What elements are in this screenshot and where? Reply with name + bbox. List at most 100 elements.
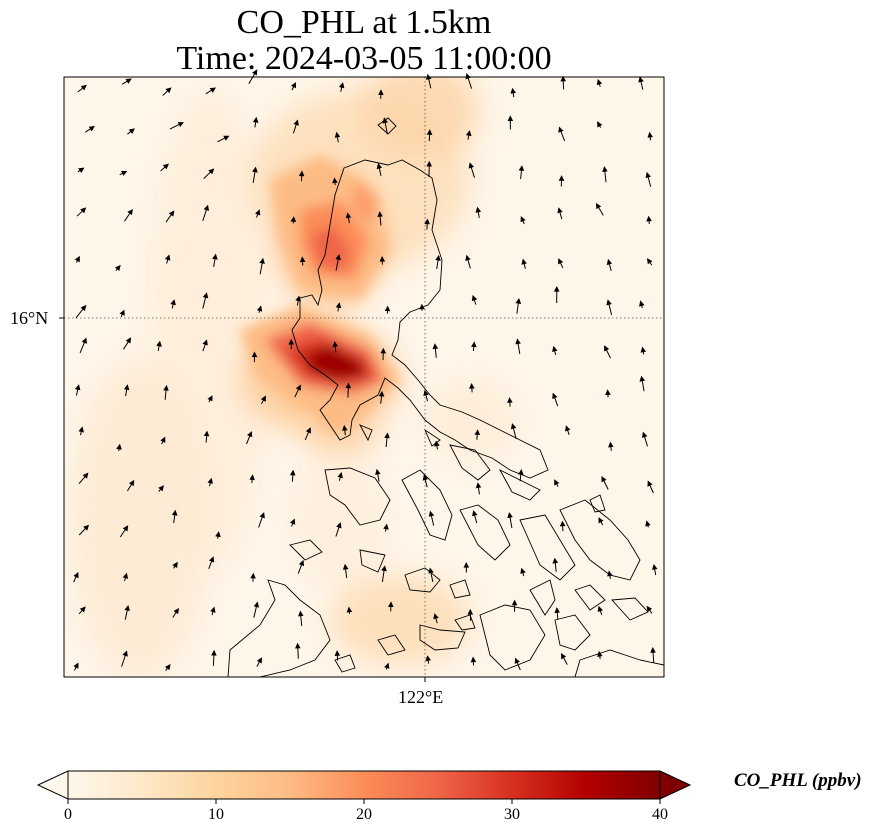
wind-vector-arrowhead (299, 256, 306, 263)
wind-vector-arrowhead (423, 389, 429, 396)
wind-vector-arrowhead (79, 606, 86, 613)
wind-vector-arrowhead (164, 664, 171, 671)
wind-vector-arrowhead (207, 477, 213, 484)
wind-vector-arrowhead (337, 472, 343, 479)
wind-vector-arrowhead (305, 427, 312, 434)
wind-vector-arrowhead (465, 130, 472, 137)
wind-vector-arrowhead (471, 294, 478, 302)
wind-vector-arrowhead (380, 347, 387, 354)
wind-vector-arrowhead (507, 397, 513, 403)
wind-vector-arrowhead (80, 304, 87, 312)
wind-vector-arrowhead (552, 392, 558, 399)
wind-vector-arrowhead (433, 613, 439, 620)
wind-vector-arrowhead (597, 650, 603, 657)
wind-vector-arrowhead (641, 431, 648, 438)
wind-vector-arrowhead (381, 565, 387, 572)
wind-vector-arrowhead (335, 254, 342, 261)
wind-vector-arrowhead (252, 69, 258, 76)
wind-vector-arrowhead (168, 210, 175, 217)
wind-vector-arrowhead (602, 166, 608, 172)
wind-vector-arrowhead (332, 177, 338, 184)
wind-vector-arrowhead (203, 204, 210, 211)
wind-vector-arrowhead (252, 116, 259, 123)
wind-vector-arrowhead (426, 160, 433, 167)
wind-vector-arrowhead (342, 563, 349, 570)
wind-vector-arrowhead (474, 429, 481, 436)
wind-vector-arrowhead (510, 423, 517, 430)
wind-vector-arrowhead (74, 384, 81, 391)
wind-vector-arrowhead (158, 485, 165, 492)
wind-vector-arrowhead (647, 131, 653, 138)
wind-vector-arrowhead (601, 475, 607, 483)
wind-vector-arrowhead (119, 309, 125, 316)
wind-vector-arrowhead (651, 563, 658, 570)
wind-vector-arrowhead (470, 656, 477, 663)
wind-vector-arrowhead (160, 436, 166, 443)
wind-vector-arrowhead (295, 384, 301, 391)
colorbar-tick-4: 40 (652, 806, 668, 823)
wind-vector-arrowhead (597, 121, 603, 128)
colorbar-tick-0: 0 (64, 806, 72, 823)
co-concentration-field (64, 77, 664, 677)
wind-vector-arrowhead (560, 75, 567, 82)
wind-vector-arrowhead (507, 115, 514, 121)
wind-vector-arrowhead (73, 571, 79, 579)
wind-vector-arrowhead (515, 338, 521, 345)
wind-vector-arrowhead (293, 119, 299, 126)
wind-vector-arrowhead (255, 209, 261, 216)
map-frame-border (63, 76, 665, 678)
wind-vector-arrowhead (384, 305, 391, 312)
wind-vector-arrowhead (646, 258, 653, 265)
wind-vector-arrowhead (334, 131, 341, 138)
wind-vector-arrowhead (247, 431, 253, 438)
wind-vector-arrowhead (80, 207, 87, 214)
wind-vector-arrowhead (645, 520, 651, 527)
wind-vector-arrowhead (607, 570, 613, 577)
chart-title-line2: Time: 2024-03-05 11:00:00 (176, 40, 552, 77)
wind-vector-arrowhead (465, 73, 471, 80)
wind-vector-arrowhead (338, 82, 345, 89)
wind-vector-arrowhead (554, 479, 560, 486)
wind-vector-arrowhead (122, 572, 129, 579)
wind-vector-arrowhead (378, 390, 385, 397)
wind-vector-arrowhead (212, 253, 218, 260)
wind-vector-arrowhead (553, 285, 560, 292)
wind-vector-arrowhead (120, 170, 128, 176)
wind-vector-arrowhead (122, 650, 128, 657)
wind-vector-arrowhead (289, 518, 296, 525)
wind-vector-arrowhead (425, 655, 431, 662)
wind-vector-arrowhead (298, 610, 304, 617)
wind-vector-arrowhead (288, 338, 295, 345)
wind-vector-arrowhead (172, 561, 178, 568)
wind-vector-arrowhead (559, 520, 566, 527)
wind-vector-arrowhead (377, 211, 383, 217)
wind-vector-arrowhead (383, 523, 389, 530)
wind-vector-arrowhead (646, 605, 653, 612)
wind-vector-arrowhead (82, 472, 89, 479)
wind-vector-arrowhead (511, 599, 518, 606)
wind-vector-arrowhead (202, 339, 208, 346)
wind-vector-arrowhead (345, 212, 352, 219)
lat-tick-label: 16°N (10, 308, 49, 328)
wind-vectors (73, 69, 658, 671)
wind-vector-arrowhead (645, 171, 651, 179)
wind-vector-arrowhead (557, 207, 563, 214)
wind-vector-arrowhead (290, 82, 296, 89)
wind-vector-arrowhead (260, 395, 266, 402)
wind-vector-arrowhead (560, 653, 567, 660)
wind-vector-arrowhead (177, 122, 184, 128)
wind-vector-arrowhead (298, 170, 305, 177)
wind-vector-arrowhead (552, 345, 558, 352)
wind-vector-arrowhead (520, 216, 526, 223)
wind-vector-arrowhead (608, 441, 614, 448)
wind-vector-arrowhead (208, 168, 215, 175)
wind-vector-arrowhead (341, 424, 348, 431)
wind-vector-arrowhead (375, 468, 381, 475)
wind-vector-arrowhead (475, 206, 482, 213)
wind-vector-arrowhead (639, 375, 646, 382)
wind-vector-arrowhead (639, 300, 645, 307)
wind-vector-arrowhead (250, 572, 256, 579)
wind-vector-arrowhead (646, 215, 652, 222)
wind-vector-arrowhead (223, 135, 230, 141)
